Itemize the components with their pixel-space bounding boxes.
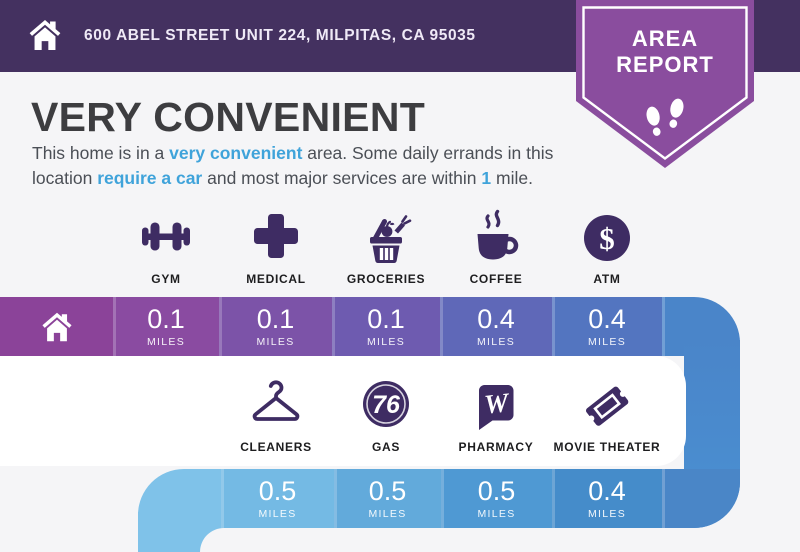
poi-medical: MEDICAL (216, 204, 336, 286)
badge-title-line1: AREA (632, 26, 698, 51)
summary-highlight: 1 (481, 167, 492, 188)
distance-value: 0.4 (588, 475, 626, 506)
movie-ticket-icon (585, 386, 629, 426)
distance-unit: MILES (477, 507, 516, 520)
distance-value: 0.1 (256, 303, 295, 334)
badge-title-line2: REPORT (616, 52, 714, 77)
poi-label: GYM (151, 272, 181, 286)
distance-segment-cleaners: 0.5 MILES (221, 469, 334, 528)
distance-value: 0.1 (147, 303, 185, 334)
amenities-card (0, 356, 686, 466)
poi-pharmacy: W PHARMACY (436, 372, 556, 454)
walgreens-w-glyph: W (483, 387, 512, 420)
dollar-circle-icon: $ (584, 215, 630, 261)
summary-text: This home is in a very convenient area. … (32, 141, 584, 191)
distance-segment-gas: 0.5 MILES (334, 469, 441, 528)
poi-label: ATM (593, 272, 621, 286)
dollar-glyph: $ (599, 221, 615, 256)
distance-value: 0.1 (367, 303, 405, 334)
poi-movie-theater: MOVIE THEATER (547, 372, 667, 454)
distance-segment-coffee: 0.4 MILES (440, 297, 552, 356)
poi-label: PHARMACY (458, 440, 534, 454)
distance-segment-groceries: 0.1 MILES (332, 297, 440, 356)
summary-part: area. Some daily errands in this locatio… (32, 143, 554, 188)
hanger-icon (252, 380, 300, 421)
distance-unit: MILES (256, 335, 295, 348)
distance-unit: MILES (587, 507, 626, 520)
gas-76-glyph: 76 (372, 391, 401, 419)
distance-value: 0.5 (258, 475, 297, 506)
poi-groceries: GROCERIES (326, 204, 446, 286)
poi-label: CLEANERS (240, 440, 312, 454)
area-report-badge: AREA REPORT (576, 0, 754, 168)
distance-unit: MILES (258, 507, 297, 520)
dumbbell-icon (142, 222, 190, 251)
distance-segment-medical: 0.1 MILES (219, 297, 332, 356)
distance-unit: MILES (366, 335, 405, 348)
walgreens-w-icon: W (479, 385, 514, 430)
bar1-home-segment (0, 297, 113, 356)
poi-coffee: COFFEE (436, 204, 556, 286)
distance-value: 0.5 (368, 475, 407, 506)
poi-label: COFFEE (469, 272, 523, 286)
poi-label: GROCERIES (346, 272, 426, 286)
poi-label: MEDICAL (246, 272, 306, 286)
summary-highlight: very convenient (169, 143, 303, 163)
distance-unit: MILES (587, 335, 626, 348)
distance-unit: MILES (368, 507, 407, 520)
header-address: 600 ABEL STREET UNIT 224, MILPITAS, CA 9… (84, 27, 476, 44)
distance-segment-atm: 0.4 MILES (552, 297, 662, 356)
poi-cleaners: CLEANERS (216, 372, 336, 454)
summary-part: mile. (491, 167, 533, 188)
distance-segment-pharmacy: 0.5 MILES (441, 469, 552, 528)
gas-76-ball-icon: 76 (363, 381, 409, 427)
medical-cross-icon (254, 214, 298, 258)
distance-value: 0.4 (588, 303, 626, 334)
distance-unit: MILES (146, 335, 185, 348)
grocery-basket-icon (370, 215, 412, 264)
path-left-strip (138, 512, 200, 552)
summary-part: and most major services are within (202, 167, 482, 188)
poi-gym: GYM (106, 204, 226, 286)
distance-segment-gym: 0.1 MILES (113, 297, 219, 356)
coffee-cup-icon (477, 209, 519, 260)
page-title: VERY CONVENIENT (31, 94, 426, 140)
distance-value: 0.5 (477, 475, 516, 506)
summary-part: This home is in a (32, 143, 170, 163)
bar2-right-corner (662, 469, 740, 528)
summary-highlight: require a car (97, 167, 203, 188)
distance-unit: MILES (476, 335, 515, 348)
distance-value: 0.4 (477, 303, 515, 334)
badge-inner-outline (582, 6, 748, 160)
home-icon (29, 19, 61, 51)
home-icon (41, 312, 72, 341)
distance-segment-movie-theater: 0.4 MILES (552, 469, 662, 528)
poi-atm: $ ATM (547, 204, 667, 286)
footprints-icon (646, 98, 684, 136)
poi-label: MOVIE THEATER (553, 440, 661, 454)
poi-gas: 76 GAS (326, 372, 446, 454)
poi-label: GAS (371, 440, 401, 454)
